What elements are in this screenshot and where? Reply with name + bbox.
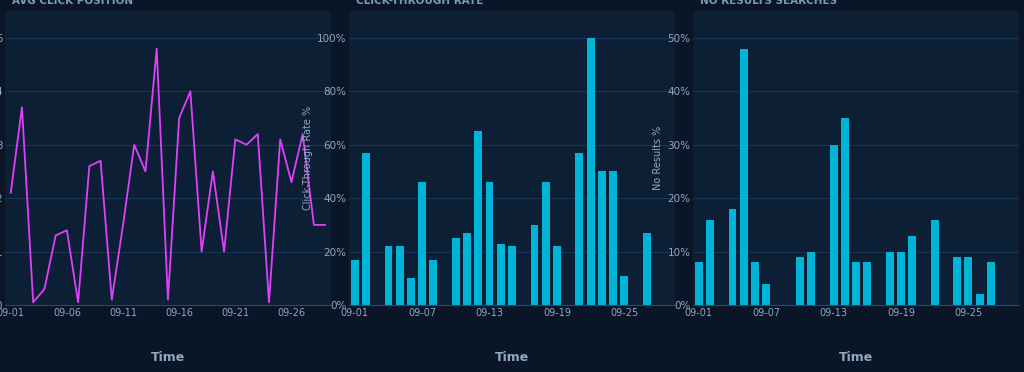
Bar [362,153,370,305]
Bar [553,246,561,305]
Bar [452,238,460,305]
Bar [796,257,804,305]
Bar [587,38,595,305]
Bar [396,246,403,305]
Bar [497,244,505,305]
Bar [621,276,628,305]
Bar [695,262,702,305]
Bar [463,233,471,305]
Y-axis label: No Results %: No Results % [653,126,664,190]
Text: Time: Time [495,351,529,363]
Bar [575,153,584,305]
Bar [829,145,838,305]
Bar [897,251,905,305]
Bar [429,260,437,305]
Bar [976,294,983,305]
Bar [886,251,894,305]
Bar [841,118,849,305]
Bar [485,182,494,305]
Bar [729,209,736,305]
Text: NO RESULTS SEARCHES: NO RESULTS SEARCHES [699,0,837,6]
Text: CLICK-THROUGH RATE: CLICK-THROUGH RATE [355,0,483,6]
Bar [740,49,748,305]
Text: Time: Time [839,351,873,363]
Bar [852,262,860,305]
Bar [931,219,939,305]
Text: AVG CLICK POSITION: AVG CLICK POSITION [11,0,133,6]
Bar [863,262,871,305]
Bar [762,284,770,305]
Bar [508,246,516,305]
Text: Time: Time [151,351,185,363]
Bar [351,260,358,305]
Bar [643,233,650,305]
Y-axis label: Click-Through Rate %: Click-Through Rate % [303,106,312,210]
Bar [530,225,539,305]
Bar [751,262,759,305]
Bar [609,171,617,305]
Bar [965,257,972,305]
Bar [542,182,550,305]
Bar [953,257,962,305]
Bar [908,235,916,305]
Bar [598,171,606,305]
Bar [407,278,415,305]
Bar [418,182,426,305]
Bar [987,262,994,305]
Bar [707,219,714,305]
Bar [474,131,482,305]
Bar [385,246,392,305]
Bar [807,251,815,305]
